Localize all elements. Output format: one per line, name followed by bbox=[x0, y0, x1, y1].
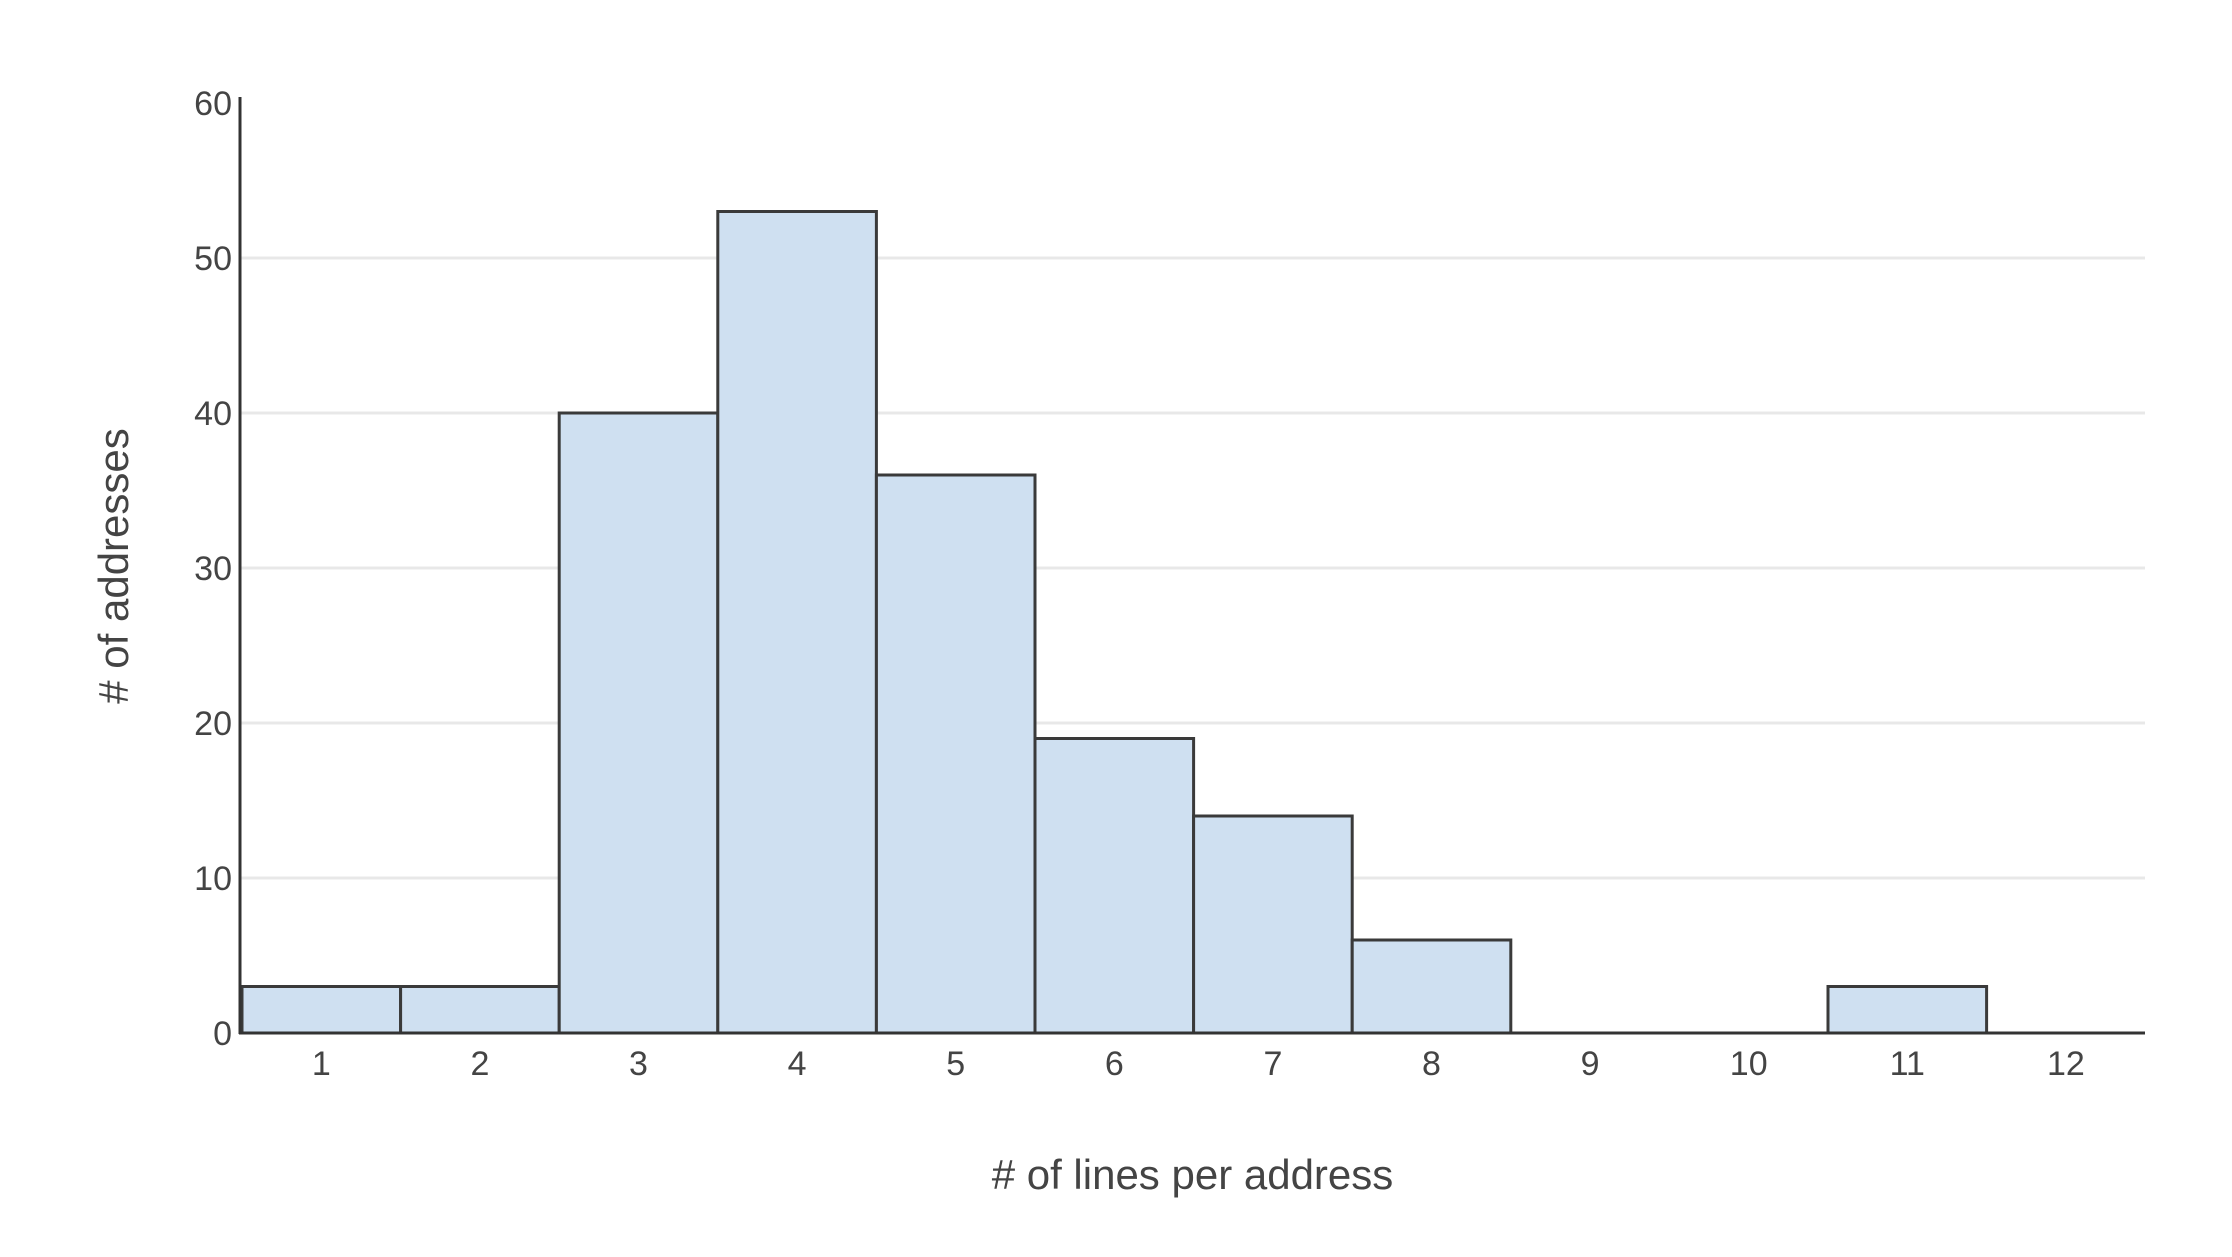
y-tick-label: 0 bbox=[213, 1015, 232, 1053]
y-axis-title: # of addresses bbox=[90, 428, 137, 704]
bar bbox=[1350, 938, 1513, 1035]
gridlines bbox=[240, 256, 2145, 880]
bar bbox=[874, 473, 1037, 1035]
x-tick-label: 6 bbox=[1105, 1045, 1124, 1083]
x-tick-label: 10 bbox=[1730, 1045, 1768, 1083]
x-tick-label: 3 bbox=[629, 1045, 648, 1083]
bar bbox=[399, 985, 561, 1035]
y-tick-label: 10 bbox=[194, 860, 232, 898]
y-tick-label: 40 bbox=[194, 395, 232, 433]
x-axis-title: # of lines per address bbox=[992, 1151, 1394, 1198]
y-tick-label: 60 bbox=[194, 85, 232, 123]
bar bbox=[557, 411, 720, 1035]
y-tick-labels: 0 10 20 30 40 50 60 bbox=[194, 85, 232, 1053]
x-tick-label: 4 bbox=[788, 1045, 807, 1083]
y-tick-label: 20 bbox=[194, 705, 232, 743]
x-tick-label: 8 bbox=[1422, 1045, 1441, 1083]
y-tick-label: 50 bbox=[194, 240, 232, 278]
x-tick-label: 2 bbox=[470, 1045, 489, 1083]
bars bbox=[240, 210, 1989, 1035]
axes bbox=[238, 97, 2145, 1035]
bar bbox=[1826, 985, 1989, 1035]
x-tick-label: 12 bbox=[2047, 1045, 2085, 1083]
y-tick-label: 30 bbox=[194, 550, 232, 588]
x-tick-labels: 1 2 3 4 5 6 7 8 9 10 11 12 bbox=[312, 1045, 2085, 1083]
x-tick-label: 7 bbox=[1263, 1045, 1282, 1083]
bar bbox=[240, 985, 403, 1035]
x-tick-label: 9 bbox=[1581, 1045, 1600, 1083]
x-tick-label: 11 bbox=[1890, 1045, 1925, 1083]
x-tick-label: 1 bbox=[312, 1045, 331, 1083]
bar bbox=[1192, 814, 1354, 1035]
x-tick-label: 5 bbox=[946, 1045, 965, 1083]
bar bbox=[1033, 737, 1196, 1035]
bar bbox=[716, 210, 878, 1035]
